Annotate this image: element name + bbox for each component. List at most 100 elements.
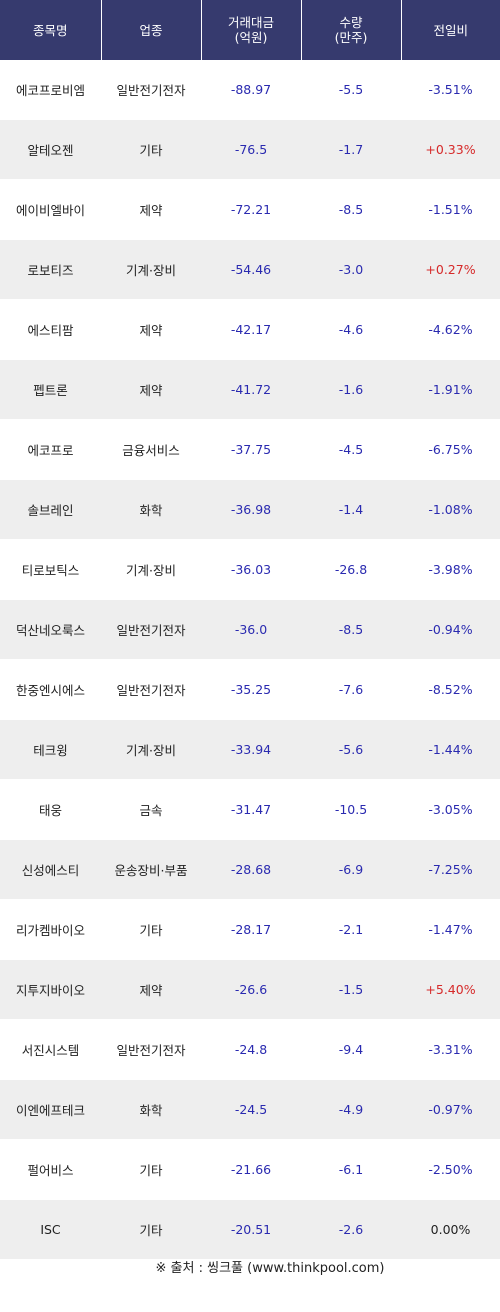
trade-amount-cell: -24.5 <box>201 1079 301 1140</box>
trade-amount-cell: -35.25 <box>201 659 301 720</box>
table-row: 리가켐바이오 기타 -28.17 -2.1 -1.47% <box>0 899 500 960</box>
table-header: 종목명 업종 거래대금 (억원) 수량 (만주) 전일비 <box>0 0 500 60</box>
table-body: 에코프로비엠 일반전기전자 -88.97 -5.5 -3.51% 알테오젠 기타 -76.5-… <box>0 60 500 1260</box>
change-rate-cell: -3.51% <box>401 60 500 120</box>
sector-cell: 제약 <box>101 959 201 1020</box>
sector-cell: 일반전기전자 <box>101 60 201 120</box>
trade-volume-cell: -1.6 <box>301 359 401 420</box>
trade-volume-cell: -4.5 <box>301 419 401 480</box>
table-row: 덕산네오룩스 일반전기전자 -36.0 -8.5 -0.94% <box>0 599 500 660</box>
trade-amount-cell: -88.97 <box>201 60 301 120</box>
change-rate-cell: -8.52% <box>401 659 500 720</box>
change-rate-cell: -1.47% <box>401 899 500 960</box>
trade-volume-cell: -3.0 <box>301 239 401 300</box>
stock-name-cell: 리가켐바이오 <box>0 899 101 960</box>
table-row: 펩트론 제약 -41.72 -1.6 -1.91% <box>0 359 500 420</box>
header-name-label: 종목명 <box>32 22 68 38</box>
table-row: 에코프로 금융서비스 -37.75 -4.5 -6.75% <box>0 419 500 480</box>
trade-volume-cell: -10.5 <box>301 779 401 840</box>
header-row: 종목명 업종 거래대금 (억원) 수량 (만주) 전일비 <box>0 0 500 60</box>
sector-cell: 금속 <box>101 779 201 840</box>
change-rate-cell: +0.27% <box>401 239 500 300</box>
change-rate-cell: -6.75% <box>401 419 500 480</box>
stock-name-cell: ISC <box>0 1199 101 1260</box>
header-name: 종목명 <box>0 0 101 60</box>
table-row: 티로보틱스 기계·장비 -36.03 -26.8 -3.98% <box>0 539 500 600</box>
trade-volume-cell: -2.6 <box>301 1199 401 1260</box>
trade-amount-cell: -41.72 <box>201 359 301 420</box>
trade-volume-cell: -6.1 <box>301 1139 401 1200</box>
change-rate-cell: -1.91% <box>401 359 500 420</box>
sector-cell: 기계·장비 <box>101 719 201 780</box>
trade-volume-cell: -7.6 <box>301 659 401 720</box>
trade-amount-cell: -42.17 <box>201 299 301 360</box>
sector-cell: 화학 <box>101 1079 201 1140</box>
sector-cell: 화학 <box>101 479 201 540</box>
table-row: 테크윙 기계·장비 -33.94 -5.6 -1.44% <box>0 719 500 780</box>
change-rate-cell: -3.05% <box>401 779 500 840</box>
trade-amount-cell: -37.75 <box>201 419 301 480</box>
trade-volume-cell: -4.9 <box>301 1079 401 1140</box>
table-row: 태웅 금속 -31.47 -10.5 -3.05% <box>0 779 500 840</box>
stock-name-cell: 에스티팜 <box>0 299 101 360</box>
trade-volume-cell: -26.8 <box>301 539 401 600</box>
change-rate-cell: -3.31% <box>401 1019 500 1080</box>
table-row: 솔브레인 화학 -36.98 -1.4 -1.08% <box>0 479 500 540</box>
trade-volume-cell: -8.5 <box>301 599 401 660</box>
sector-cell: 기타 <box>101 1139 201 1200</box>
sector-cell: 일반전기전자 <box>101 1019 201 1080</box>
sector-cell: 금융서비스 <box>101 419 201 480</box>
sector-cell: 제약 <box>101 179 201 240</box>
trade-amount-cell: -33.94 <box>201 719 301 780</box>
sector-cell: 기타 <box>101 119 201 180</box>
stock-name-cell: 에코프로 <box>0 419 101 480</box>
sector-cell: 제약 <box>101 359 201 420</box>
change-rate-cell: -7.25% <box>401 839 500 900</box>
stock-name-cell: 덕산네오룩스 <box>0 599 101 660</box>
trade-volume-cell: -1.7 <box>301 119 401 180</box>
table-row: 에이비엘바이 제약 -72.21 -8.5 -1.51% <box>0 179 500 240</box>
trade-amount-cell: -28.17 <box>201 899 301 960</box>
trade-volume-cell: -8.5 <box>301 179 401 240</box>
trade-amount-cell: -21.66 <box>201 1139 301 1200</box>
stock-name-cell: 에코프로비엠 <box>0 60 101 120</box>
trade-amount-cell: -54.46 <box>201 239 301 300</box>
header-amount-label: 거래대금 <box>227 15 274 30</box>
sector-cell: 기타 <box>101 1199 201 1260</box>
stock-name-cell: 로보티즈 <box>0 239 101 300</box>
change-rate-cell: -1.08% <box>401 479 500 540</box>
change-rate-cell: -3.98% <box>401 539 500 600</box>
table-row: 이엔에프테크 화학 -24.5 -4.9 -0.97% <box>0 1079 500 1140</box>
header-change: 전일비 <box>400 0 500 60</box>
trade-amount-cell: -28.68 <box>201 839 301 900</box>
trade-amount-cell: -20.51 <box>201 1199 301 1260</box>
trade-volume-cell: -4.6 <box>301 299 401 360</box>
change-rate-cell: -0.97% <box>401 1079 500 1140</box>
trade-volume-cell: -5.6 <box>301 719 401 780</box>
trade-amount-cell: -36.98 <box>201 479 301 540</box>
change-rate-cell: +5.40% <box>401 959 500 1020</box>
table-row: 에스티팜 제약 -42.17 -4.6 -4.62% <box>0 299 500 360</box>
table-row: 한중엔시에스 일반전기전자 -35.25 -7.6 -8.52% <box>0 659 500 720</box>
header-amount: 거래대금 (억원) <box>200 0 301 60</box>
header-volume: 수량 (만주) <box>300 0 401 60</box>
trade-amount-cell: -31.47 <box>201 779 301 840</box>
header-sector-label: 업종 <box>139 22 163 38</box>
stock-name-cell: 에이비엘바이 <box>0 179 101 240</box>
sector-cell: 기계·장비 <box>101 239 201 300</box>
header-change-label: 전일비 <box>433 22 468 38</box>
header-amount-unit: (억원) <box>234 30 268 45</box>
table-row: 신성에스티 운송장비·부품 -28.68 -6.9 -7.25% <box>0 839 500 900</box>
change-rate-cell: -0.94% <box>401 599 500 660</box>
trade-amount-cell: -36.03 <box>201 539 301 600</box>
stock-name-cell: 펩트론 <box>0 359 101 420</box>
stock-table: 종목명 업종 거래대금 (억원) 수량 (만주) 전일비 에코프로비엠 일반전기전자 -… <box>0 0 500 1260</box>
trade-volume-cell: -1.4 <box>301 479 401 540</box>
stock-name-cell: 펄어비스 <box>0 1139 101 1200</box>
header-volume-unit: (만주) <box>334 30 368 45</box>
stock-name-cell: 한중엔시에스 <box>0 659 101 720</box>
trade-volume-cell: -6.9 <box>301 839 401 900</box>
change-rate-cell: 0.00% <box>401 1199 500 1260</box>
trade-amount-cell: -24.8 <box>201 1019 301 1080</box>
table-row: ISC 기타 -20.51 -2.6 0.00% <box>0 1199 500 1260</box>
